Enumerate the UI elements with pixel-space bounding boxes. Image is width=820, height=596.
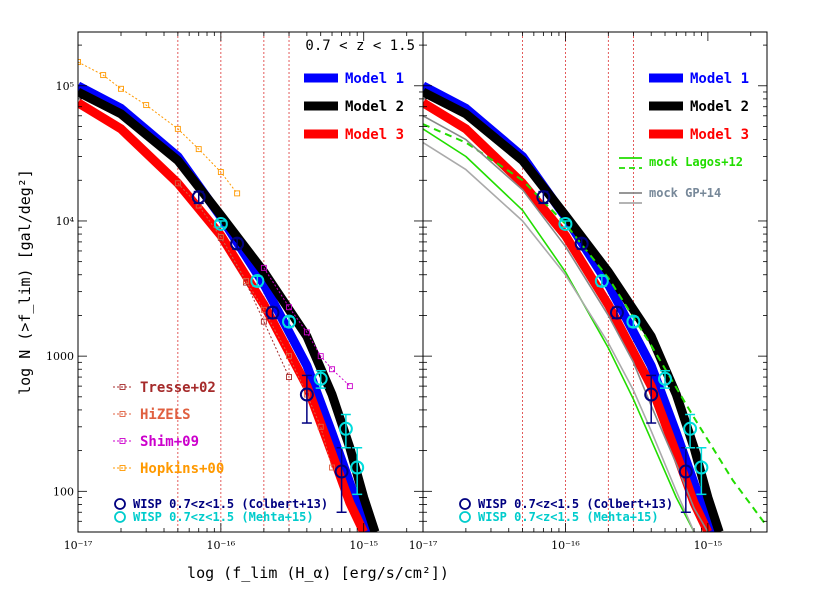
y-axis-title: log N (>f_lim) [gal/deg²]: [16, 169, 34, 395]
legend-label-model-1: Model 1: [690, 71, 749, 87]
wisp-mehta-point: [250, 273, 265, 288]
legend-marker-data: [119, 438, 126, 444]
data-point-tresse-02: [286, 374, 292, 381]
legend-label-model-3: Model 3: [345, 127, 404, 143]
data-point-hopkins-00: [174, 125, 181, 132]
panel-annotation: 0.7 < z < 1.5: [305, 38, 415, 54]
panel-right: 10⁻¹⁷ 10⁻¹⁶ 10⁻¹⁵ Model 1 Model 2 Model 3 mock…: [409, 31, 768, 552]
wisp-colbert-point: [299, 387, 314, 402]
data-point-shim-09: [317, 353, 324, 360]
wisp-colbert-point: [574, 236, 589, 251]
wisp-colbert-point: [265, 305, 280, 320]
legend-label-model-2: Model 2: [345, 99, 404, 115]
data-point-hizels: [243, 277, 249, 284]
series-line-hizels: [177, 182, 333, 468]
x-tick-label: 10⁻¹⁷: [64, 539, 93, 552]
data-point-shim-09: [286, 304, 292, 311]
legend-label-wisp: WISP 0.7<z<1.5 (Colbert+13): [478, 497, 673, 511]
legend-label-mock-gp: mock GP+14: [649, 186, 721, 200]
wisp-colbert-point: [536, 190, 551, 205]
legend-marker-wisp: [459, 511, 471, 523]
series-line-mock-gp-14-light-grey-: [423, 141, 695, 532]
data-point-hizels: [286, 353, 292, 360]
series-line-mock-lagos-12-solid-: [423, 128, 695, 532]
legend-marker-data: [119, 384, 126, 390]
legend-marker-wisp: [114, 498, 126, 510]
data-point-hopkins-00: [143, 102, 150, 109]
x-tick-label: 10⁻¹⁵: [349, 539, 378, 552]
wisp-colbert-point: [334, 464, 349, 479]
data-point-hopkins-00: [195, 146, 202, 153]
wisp-colbert-point: [230, 236, 245, 251]
wisp-mehta-point: [338, 421, 353, 436]
wisp-mehta-point: [558, 216, 573, 231]
wisp-colbert-point: [678, 464, 693, 479]
x-tick-label: 10⁻¹⁶: [551, 539, 580, 552]
x-axis-title: log (f_lim (H_α) [erg/s/cm²]): [187, 564, 449, 582]
wisp-mehta-point: [683, 421, 698, 436]
data-point-hopkins-00: [234, 190, 241, 197]
data-point-hizels: [317, 423, 324, 430]
series-line-model-3: [78, 98, 368, 532]
legend-marker-data: [119, 411, 126, 417]
data-point-hizels: [329, 464, 335, 471]
data-point-shim-09: [303, 329, 310, 336]
plot-area: [78, 59, 380, 532]
y-tick-label: 100: [53, 485, 74, 498]
data-point-shim-09: [329, 366, 335, 373]
panel-frame: [422, 31, 768, 533]
x-tick-label: 10⁻¹⁵: [694, 539, 723, 552]
legend-label-mock-lagos: mock Lagos+12: [649, 155, 743, 169]
wisp-mehta-point: [658, 371, 673, 386]
y-tick-label: 10⁴: [56, 215, 75, 228]
data-point-hizels: [217, 234, 224, 241]
series-line-mock-lagos-12-dashed-: [423, 123, 767, 527]
x-tick-label: 10⁻¹⁶: [207, 539, 236, 552]
wisp-colbert-point: [191, 190, 206, 205]
legend-label-model-1: Model 1: [345, 71, 404, 87]
wisp-mehta-point: [626, 314, 641, 329]
wisp-colbert-point: [609, 305, 624, 320]
plot-area: [423, 81, 767, 532]
wisp-mehta-point: [313, 371, 328, 386]
wisp-mehta-point: [350, 460, 365, 475]
legend-label-data: Shim+09: [140, 434, 199, 450]
series-line-model-2: [78, 87, 380, 532]
data-point-shim-09: [346, 383, 353, 390]
wisp-colbert-point: [644, 387, 659, 402]
series-line-model-3: [423, 98, 712, 532]
data-point-shim-09: [260, 264, 267, 271]
legend-label-model-2: Model 2: [690, 99, 749, 115]
y-tick-label: 1000: [46, 350, 74, 363]
wisp-mehta-point: [694, 460, 709, 475]
legend-marker-wisp: [114, 511, 126, 523]
legend-label-data: Tresse+02: [140, 380, 216, 396]
legend-label-data: Hopkins+00: [140, 461, 224, 477]
series-line-model-1: [423, 81, 718, 532]
data-point-hopkins-00: [100, 72, 107, 79]
data-point-hopkins-00: [217, 169, 224, 176]
data-point-hizels: [174, 180, 181, 187]
y-tick-label: 10⁵: [56, 80, 74, 93]
legend-label-model-3: Model 3: [690, 127, 749, 143]
legend-marker-data: [119, 465, 126, 471]
data-point-hopkins-00: [78, 59, 81, 65]
legend-label-wisp: WISP 0.7<z<1.5 (Mehta+15): [478, 510, 659, 524]
wisp-mehta-point: [213, 216, 228, 231]
data-point-tresse-02: [260, 318, 267, 325]
panel-left: 10⁻¹⁷ 10⁻¹⁶ 10⁻¹⁵ 0.7 < z < 1.5 Model 1 Model…: [64, 31, 424, 552]
legend-label-wisp: WISP 0.7<z<1.5 (Colbert+13): [133, 497, 328, 511]
wisp-mehta-point: [282, 314, 297, 329]
legend-label-data: HiZELS: [140, 407, 191, 423]
wisp-mehta-point: [594, 273, 609, 288]
data-point-hopkins-00: [118, 85, 124, 92]
series-line-hopkins-00: [78, 61, 238, 194]
x-tick-label: 10⁻¹⁷: [409, 539, 438, 552]
legend-marker-wisp: [459, 498, 471, 510]
legend-label-wisp: WISP 0.7<z<1.5 (Mehta+15): [133, 510, 314, 524]
